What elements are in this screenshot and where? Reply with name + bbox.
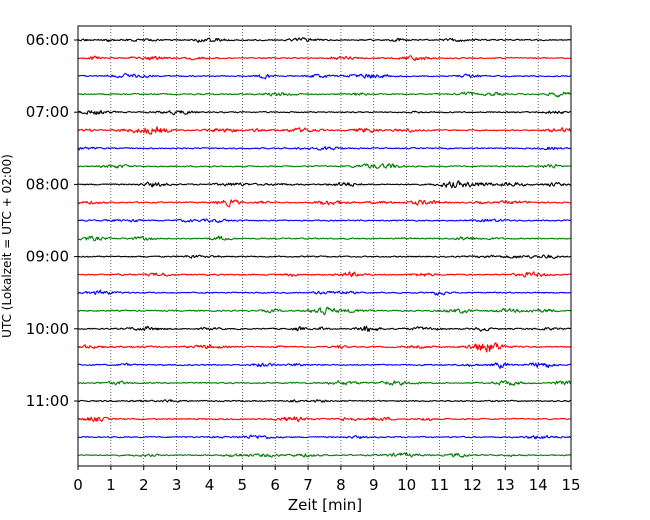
seismic-trace (77, 325, 571, 332)
seismic-trace (77, 254, 571, 260)
y-tick-label: 06:00 (26, 31, 69, 49)
seismic-trace (77, 180, 572, 189)
seismic-trace (77, 235, 571, 242)
x-tick-label: 13 (496, 476, 515, 494)
y-tick-label: 09:00 (26, 248, 69, 266)
x-tick-label: 11 (430, 476, 449, 494)
x-tick-label: 5 (238, 476, 248, 494)
x-tick-label: 8 (336, 476, 346, 494)
y-axis-label: UTC (Lokalzeit = UTC + 02:00) (0, 154, 14, 338)
x-tick-label: 12 (463, 476, 482, 494)
y-tick-label: 07:00 (26, 103, 69, 121)
y-tick-label: 11:00 (26, 392, 69, 410)
x-tick-label: 4 (205, 476, 215, 494)
seismic-trace (77, 163, 571, 170)
x-tick-label: 0 (73, 476, 83, 494)
seismic-trace (77, 271, 572, 278)
x-tick-label: 15 (561, 476, 580, 494)
seismic-trace (77, 306, 572, 316)
x-tick-label: 10 (397, 476, 416, 494)
seismic-trace (77, 199, 571, 208)
x-tick-label: 6 (270, 476, 280, 494)
seismic-trace (77, 55, 571, 62)
seismic-trace (77, 452, 571, 458)
seismic-trace (77, 399, 571, 403)
seismic-trace (77, 380, 571, 386)
seismic-trace (77, 37, 572, 43)
seismic-trace (77, 289, 571, 296)
seismic-trace (77, 91, 571, 98)
y-tick-label: 10:00 (26, 320, 69, 338)
x-tick-label: 1 (106, 476, 116, 494)
plot-frame (77, 25, 572, 467)
x-axis: 0 1 2 3 4 5 6 7 8 9 10 11 12 13 14 15 (73, 466, 581, 494)
y-tick-label: 08:00 (26, 175, 69, 193)
seismic-trace (77, 218, 571, 224)
x-axis-label: Zeit [min] (288, 496, 362, 514)
x-tick-label: 9 (369, 476, 379, 494)
grid-lines (110, 26, 539, 466)
seismic-trace (77, 73, 572, 80)
x-tick-label: 3 (172, 476, 182, 494)
seismic-traces (77, 37, 572, 458)
seismic-trace (77, 362, 572, 369)
x-tick-label: 14 (529, 476, 548, 494)
x-tick-label: 2 (139, 476, 149, 494)
seismic-trace (77, 416, 572, 423)
x-tick-label: 7 (303, 476, 313, 494)
y-axis: 06:00 07:00 08:00 09:00 10:00 11:00 (26, 31, 78, 410)
seismic-trace (77, 110, 571, 116)
seismic-trace (77, 146, 571, 151)
seismic-trace (77, 434, 571, 440)
seismic-trace (77, 342, 571, 353)
seismic-trace (77, 126, 572, 135)
